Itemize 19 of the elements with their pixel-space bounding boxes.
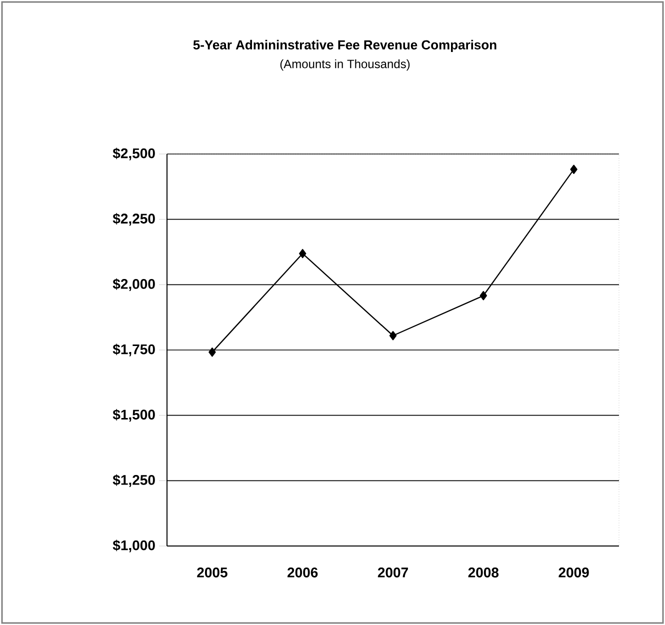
point [480,291,487,300]
point [570,164,578,174]
x-tick-label: 2008 [468,568,499,578]
y-tick-label: $2,000 [112,278,155,291]
point [208,347,216,357]
x-tick-label: 2005 [197,568,228,578]
y-tick-label: $2,250 [112,213,155,226]
y-tick-label: $1,250 [112,474,155,487]
y-tick-label: $1,000 [112,540,155,552]
x-tick-label: 2006 [288,568,318,578]
y-tick-label: $2,500 [112,148,155,160]
chart-subtitle: (Amounts in Thousands) [280,59,410,71]
point [299,248,306,258]
chart-title: 5-Year Admininstrative Fee Revenue Comparison [193,40,496,52]
y-tick-label: $1,500 [112,409,155,422]
x-tick-label: 2007 [378,568,408,578]
point [389,331,397,340]
x-tick-label: 2009 [558,568,589,578]
y-tick-label: $1,750 [112,344,155,356]
